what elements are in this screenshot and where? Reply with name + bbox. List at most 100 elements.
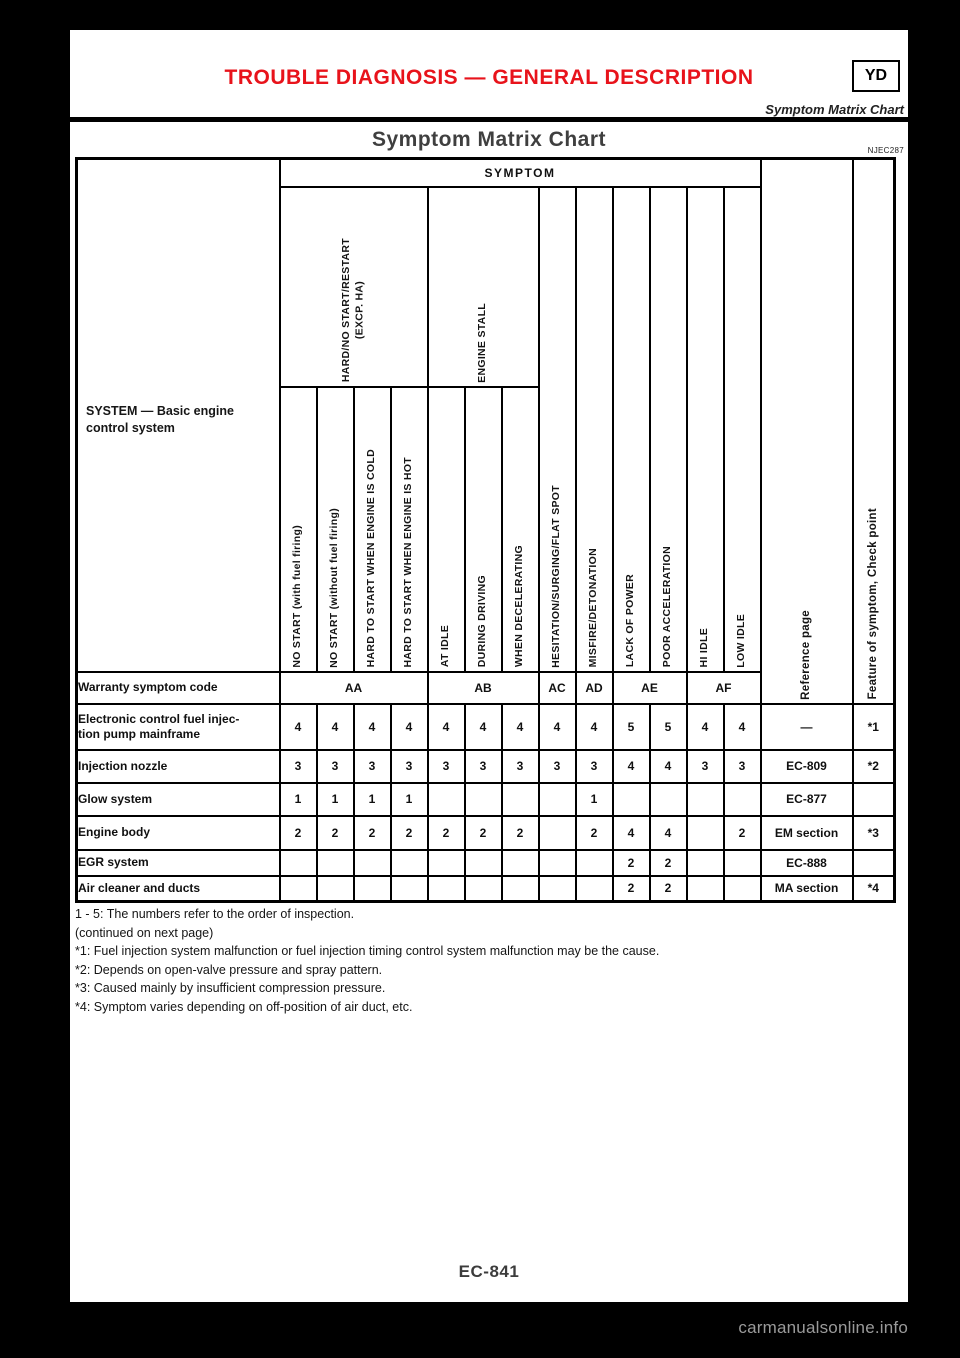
matrix-cell	[537, 781, 577, 817]
feature-header-cell: Feature of symptom, Check point	[851, 157, 896, 705]
column-header: DURING DRIVING	[463, 385, 503, 673]
matrix-cell	[537, 814, 577, 851]
matrix-cell	[315, 874, 355, 903]
matrix-cell	[463, 848, 503, 877]
column-header: HARD TO START WHEN ENGINE IS COLD	[352, 385, 392, 673]
note-line: *2: Depends on open-valve pressure and s…	[75, 962, 383, 977]
matrix-cell: 4	[685, 702, 725, 751]
column-header: WHEN DECELERATING	[500, 385, 540, 673]
matrix-cell	[685, 848, 725, 877]
system-label-cell: SYSTEM — Basic engine control system	[75, 157, 281, 673]
breadcrumb: Symptom Matrix Chart	[765, 102, 904, 117]
matrix-cell: 3	[722, 748, 762, 784]
page-number: EC-841	[458, 1262, 520, 1281]
matrix-cell: 4	[389, 702, 429, 751]
feature-note-cell	[851, 848, 896, 877]
row-label: EGR system	[75, 848, 281, 877]
matrix-cell: 2	[648, 848, 688, 877]
reference-page-cell: MA section	[759, 874, 854, 903]
note-line: *3: Caused mainly by insufficient compre…	[75, 981, 386, 995]
feature-note-cell: *1	[851, 702, 896, 751]
matrix-cell	[685, 781, 725, 817]
column-header: POOR ACCELERATION	[648, 185, 688, 673]
matrix-cell: 5	[648, 702, 688, 751]
column-header: HARD TO START WHEN ENGINE IS HOT	[389, 385, 429, 673]
feature-note-cell: *3	[851, 814, 896, 851]
system-label: SYSTEM — Basic engine control system	[86, 404, 234, 435]
reference-page-cell: EC-877	[759, 781, 854, 817]
matrix-cell: 1	[278, 781, 318, 817]
row-label: Electronic control fuel injec- tion pump…	[75, 702, 281, 751]
matrix-cell	[426, 874, 466, 903]
matrix-cell: 2	[611, 874, 651, 903]
table-row: Injection nozzle 3 3 3 3 3 3 3 3 3 4 4 3 3 EC-809 *2	[75, 748, 896, 784]
matrix-cell: 2	[426, 814, 466, 851]
matrix-cell: 1	[352, 781, 392, 817]
matrix-cell: 3	[389, 748, 429, 784]
column-header: NO START (without fuel firing)	[315, 385, 355, 673]
note-line: *1: Fuel injection system malfunction or…	[75, 944, 660, 958]
matrix-cell: 2	[463, 814, 503, 851]
matrix-cell: 4	[611, 748, 651, 784]
reference-page-header-cell: Reference page	[759, 157, 854, 705]
matrix-cell	[648, 781, 688, 817]
matrix-cell: 2	[611, 848, 651, 877]
page-title: Symptom Matrix Chart	[371, 128, 607, 151]
column-header: LOW IDLE	[722, 185, 762, 673]
matrix-cell: 2	[352, 814, 392, 851]
section-code: YD	[864, 67, 888, 84]
matrix-cell: 2	[500, 814, 540, 851]
footnotes: 1 - 5: The numbers refer to the order of…	[75, 905, 885, 1016]
matrix-cell: 4	[315, 702, 355, 751]
reference-page-cell: EC-809	[759, 748, 854, 784]
matrix-cell: 2	[574, 814, 614, 851]
matrix-cell	[352, 874, 392, 903]
matrix-cell: 3	[278, 748, 318, 784]
matrix-cell: 4	[611, 814, 651, 851]
matrix-cell	[389, 874, 429, 903]
warranty-code-row-label: Warranty symptom code	[75, 670, 281, 705]
table-row: Engine body 2 2 2 2 2 2 2 2 4 4 2 EM section *3	[75, 814, 896, 851]
group-header-hard-no-start: HARD/NO START/RESTART (EXCP. HA)	[278, 185, 429, 388]
column-header: AT IDLE	[426, 385, 466, 673]
matrix-cell	[537, 874, 577, 903]
matrix-cell: 4	[537, 702, 577, 751]
group-header-engine-stall: ENGINE STALL	[426, 185, 540, 388]
matrix-cell	[685, 814, 725, 851]
matrix-cell	[722, 848, 762, 877]
matrix-cell: 4	[574, 702, 614, 751]
matrix-cell: 4	[426, 702, 466, 751]
matrix-cell: 4	[722, 702, 762, 751]
feature-note-cell	[851, 781, 896, 817]
table-row: Electronic control fuel injec- tion pump…	[75, 702, 896, 751]
matrix-cell	[463, 781, 503, 817]
matrix-cell	[500, 848, 540, 877]
matrix-cell	[426, 848, 466, 877]
matrix-cell: 3	[685, 748, 725, 784]
feature-note-cell: *2	[851, 748, 896, 784]
matrix-cell: 3	[463, 748, 503, 784]
matrix-cell: 3	[500, 748, 540, 784]
matrix-cell	[278, 874, 318, 903]
reference-page-cell: EM section	[759, 814, 854, 851]
matrix-cell: 4	[648, 814, 688, 851]
matrix-cell: 1	[574, 781, 614, 817]
figure-code: NJEC287	[867, 146, 904, 155]
matrix-cell	[500, 781, 540, 817]
matrix-cell: 4	[500, 702, 540, 751]
section-title: TROUBLE DIAGNOSIS — GENERAL DESCRIPTION	[224, 66, 754, 89]
column-header: LACK OF POWER	[611, 185, 651, 673]
matrix-cell	[722, 874, 762, 903]
matrix-cell	[463, 874, 503, 903]
section-code-box: YD	[852, 60, 900, 92]
divider-rule	[70, 117, 908, 122]
matrix-cell	[352, 848, 392, 877]
symptom-matrix-table: SYSTEM — Basic engine control system SYM…	[75, 157, 896, 903]
warranty-code: AA	[278, 670, 429, 705]
matrix-cell: 3	[315, 748, 355, 784]
matrix-cell: 3	[352, 748, 392, 784]
matrix-cell	[389, 848, 429, 877]
matrix-cell	[722, 781, 762, 817]
matrix-cell	[278, 848, 318, 877]
matrix-cell: 4	[278, 702, 318, 751]
